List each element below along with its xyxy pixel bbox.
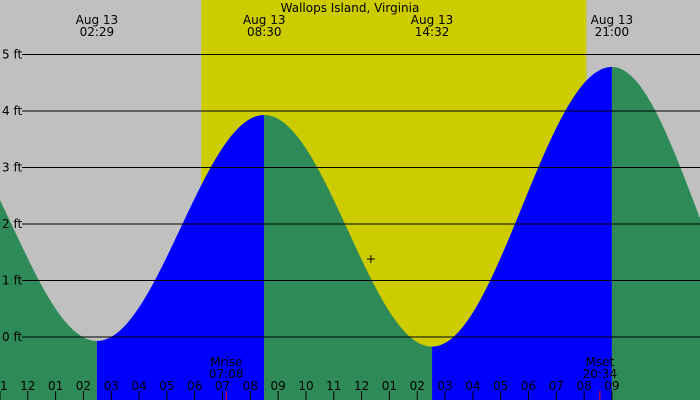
y-tick-label: 1 ft bbox=[2, 274, 22, 288]
moon-event-time: 20:34 bbox=[583, 367, 618, 381]
tide-areas bbox=[0, 66, 700, 400]
y-tick-label: 0 ft bbox=[2, 330, 22, 344]
falling-tide-area bbox=[264, 114, 433, 400]
x-tick-label: 04 bbox=[465, 379, 480, 393]
chart-title: Wallops Island, Virginia bbox=[281, 1, 420, 15]
rising-tide-area bbox=[432, 66, 612, 400]
x-tick-label: 08 bbox=[243, 379, 258, 393]
x-axis-ticks: 11 12 01 02 03 04 05 06 07 08 09 10 11 12 01 02 03 04 05 06… bbox=[0, 379, 620, 400]
x-tick-label: 02 bbox=[410, 379, 425, 393]
extreme-date-label: Aug 13 bbox=[591, 13, 634, 27]
y-tick-label: 3 ft bbox=[2, 161, 22, 175]
falling-tide-area bbox=[611, 66, 700, 400]
x-tick-label: 09 bbox=[604, 379, 619, 393]
x-tick-label: 08 bbox=[576, 379, 591, 393]
x-tick-label: 11 bbox=[0, 379, 8, 393]
x-tick-label: 06 bbox=[187, 379, 202, 393]
x-tick-label: 07 bbox=[215, 379, 230, 393]
x-tick-label: 04 bbox=[131, 379, 146, 393]
x-tick-label: 06 bbox=[521, 379, 536, 393]
extreme-time-label: 08:30 bbox=[247, 25, 282, 39]
y-tick-label: 5 ft bbox=[2, 48, 22, 62]
extreme-time-label: 02:29 bbox=[80, 25, 115, 39]
x-tick-label: 05 bbox=[159, 379, 174, 393]
cursor-marker bbox=[366, 255, 375, 264]
x-tick-label: 02 bbox=[76, 379, 91, 393]
x-tick-label: 01 bbox=[382, 379, 397, 393]
x-tick-label: 11 bbox=[326, 379, 341, 393]
moon-event-time: 07:08 bbox=[209, 367, 244, 381]
grid-lines bbox=[22, 54, 700, 338]
extreme-date-label: Aug 13 bbox=[243, 13, 286, 27]
x-tick-label: 07 bbox=[549, 379, 564, 393]
falling-tide-area bbox=[0, 200, 97, 400]
y-tick-label: 2 ft bbox=[2, 217, 22, 231]
rising-tide-area bbox=[96, 114, 265, 400]
x-tick-label: 12 bbox=[354, 379, 369, 393]
y-tick-label: 4 ft bbox=[2, 104, 22, 118]
extreme-time-label: 14:32 bbox=[415, 25, 450, 39]
x-tick-label: 05 bbox=[493, 379, 508, 393]
x-tick-label: 03 bbox=[437, 379, 452, 393]
extreme-time-label: 21:00 bbox=[595, 25, 630, 39]
extreme-date-label: Aug 13 bbox=[76, 13, 119, 27]
x-tick-label: 10 bbox=[298, 379, 313, 393]
extreme-date-label: Aug 13 bbox=[411, 13, 454, 27]
x-tick-label: 03 bbox=[104, 379, 119, 393]
y-axis-labels: 0 ft 1 ft 2 ft 3 ft 4 ft 5 ft bbox=[2, 48, 22, 345]
x-tick-label: 09 bbox=[271, 379, 286, 393]
x-tick-label: 01 bbox=[48, 379, 63, 393]
moon-event-label: Mrise bbox=[210, 355, 242, 369]
moon-event-label: Mset bbox=[586, 355, 615, 369]
x-tick-label: 12 bbox=[20, 379, 35, 393]
